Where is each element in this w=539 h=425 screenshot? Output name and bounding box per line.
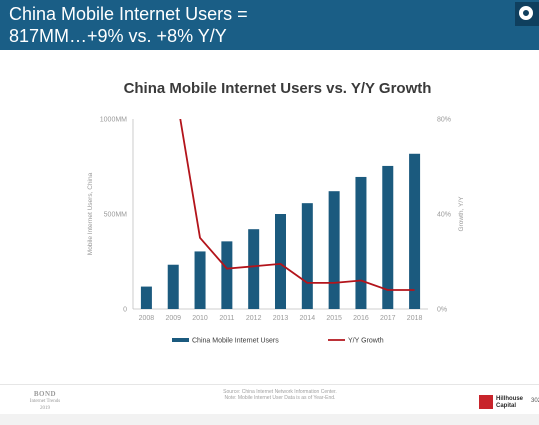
bar-2018 [409, 153, 421, 309]
source-note: Source: China Internet Network Informati… [200, 389, 360, 401]
chart-title: China Mobile Internet Users vs. Y/Y Grow… [123, 80, 432, 97]
legend-swatch-users [172, 338, 189, 342]
x-tick-label: 2013 [273, 315, 289, 322]
x-tick-label: 2008 [139, 315, 155, 322]
chart-canvas: 0 500MM 1000MM 0% 40% 80% Mobile Internet User… [87, 117, 465, 345]
footer-divider [0, 384, 539, 385]
left-tick-label: 1000MM [100, 117, 127, 124]
x-tick-label: 2010 [192, 315, 208, 322]
bar-2015 [328, 191, 340, 309]
x-tick-label: 2009 [165, 315, 181, 322]
page-number: 302 [531, 398, 539, 404]
left-tick-label: 0 [123, 307, 127, 314]
legend-label-growth: Y/Y Growth [348, 338, 384, 345]
bar-2010 [194, 251, 206, 309]
bar-2014 [301, 203, 313, 309]
bar-2011 [221, 241, 233, 309]
bar-2013 [275, 214, 286, 309]
bar-2016 [355, 176, 367, 309]
bar-2017 [382, 165, 394, 309]
x-tick-label: 2018 [407, 315, 423, 322]
left-tick-label: 500MM [104, 212, 128, 219]
x-tick-label: 2015 [326, 315, 342, 322]
footer-band [0, 414, 539, 425]
bond-logo: BOND Internet Trends 2019 [20, 390, 70, 412]
hillhouse-capital: Capital [496, 403, 517, 409]
y2-axis-label: Growth, Y/Y [458, 196, 465, 232]
right-tick-label: 0% [437, 307, 447, 314]
bond-name: BOND [33, 390, 57, 398]
logo-badge-icon [515, 2, 539, 26]
source-line: Source: China Internet Network Informati… [223, 389, 337, 395]
x-tick-label: 2016 [353, 315, 369, 322]
x-tick-label: 2017 [380, 315, 396, 322]
bond-year: 2019 [40, 406, 50, 411]
hillhouse-mark-icon [479, 395, 493, 409]
note-line: Note: Mobile Internet User Data is as of… [224, 395, 336, 401]
growth-line [179, 119, 415, 291]
bar-2012 [248, 229, 260, 309]
hillhouse-logo: Hillhouse Capital 302 [479, 395, 539, 411]
bond-subtitle: Internet Trends [29, 399, 61, 404]
x-tick-label: 2012 [246, 315, 262, 322]
x-tick-label: 2014 [300, 315, 316, 322]
legend-label-users: China Mobile Internet Users [192, 338, 279, 345]
header-bar: China Mobile Internet Users = 817MM…+9% … [0, 0, 539, 50]
bar-2008 [140, 286, 152, 309]
right-tick-label: 80% [437, 117, 451, 124]
right-tick-label: 40% [437, 212, 451, 219]
slide-title: China Mobile Internet Users = 817MM…+9% … [9, 4, 248, 46]
bar-2009 [167, 264, 179, 309]
hillhouse-name: Hillhouse [496, 396, 524, 402]
y-axis-label: Mobile Internet Users, China [87, 172, 94, 255]
x-tick-label: 2011 [219, 315, 234, 322]
